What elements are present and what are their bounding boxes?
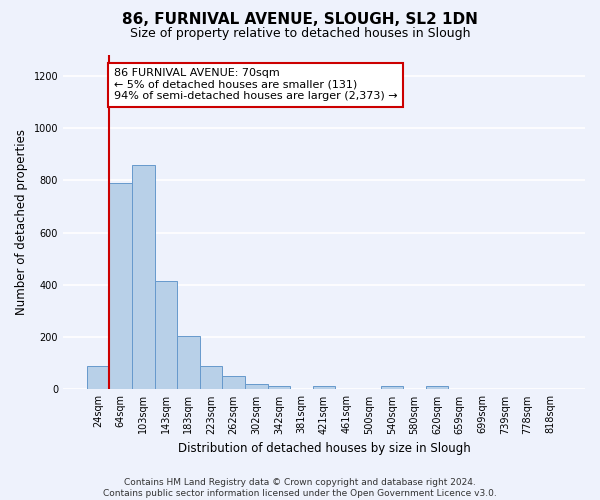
Bar	[380, 386, 403, 390]
Bar	[268, 386, 290, 390]
Text: 86 FURNIVAL AVENUE: 70sqm
← 5% of detached houses are smaller (131)
94% of semi-: 86 FURNIVAL AVENUE: 70sqm ← 5% of detach…	[114, 68, 398, 102]
Bar	[200, 366, 223, 390]
Bar	[109, 183, 132, 390]
Bar	[313, 386, 335, 390]
Bar	[426, 386, 448, 390]
Bar	[132, 164, 155, 390]
Text: Contains HM Land Registry data © Crown copyright and database right 2024.
Contai: Contains HM Land Registry data © Crown c…	[103, 478, 497, 498]
Bar	[87, 366, 109, 390]
Bar	[177, 336, 200, 390]
X-axis label: Distribution of detached houses by size in Slough: Distribution of detached houses by size …	[178, 442, 470, 455]
Bar	[155, 281, 177, 390]
Y-axis label: Number of detached properties: Number of detached properties	[15, 129, 28, 315]
Text: Size of property relative to detached houses in Slough: Size of property relative to detached ho…	[130, 28, 470, 40]
Text: 86, FURNIVAL AVENUE, SLOUGH, SL2 1DN: 86, FURNIVAL AVENUE, SLOUGH, SL2 1DN	[122, 12, 478, 28]
Bar	[245, 384, 268, 390]
Bar	[223, 376, 245, 390]
